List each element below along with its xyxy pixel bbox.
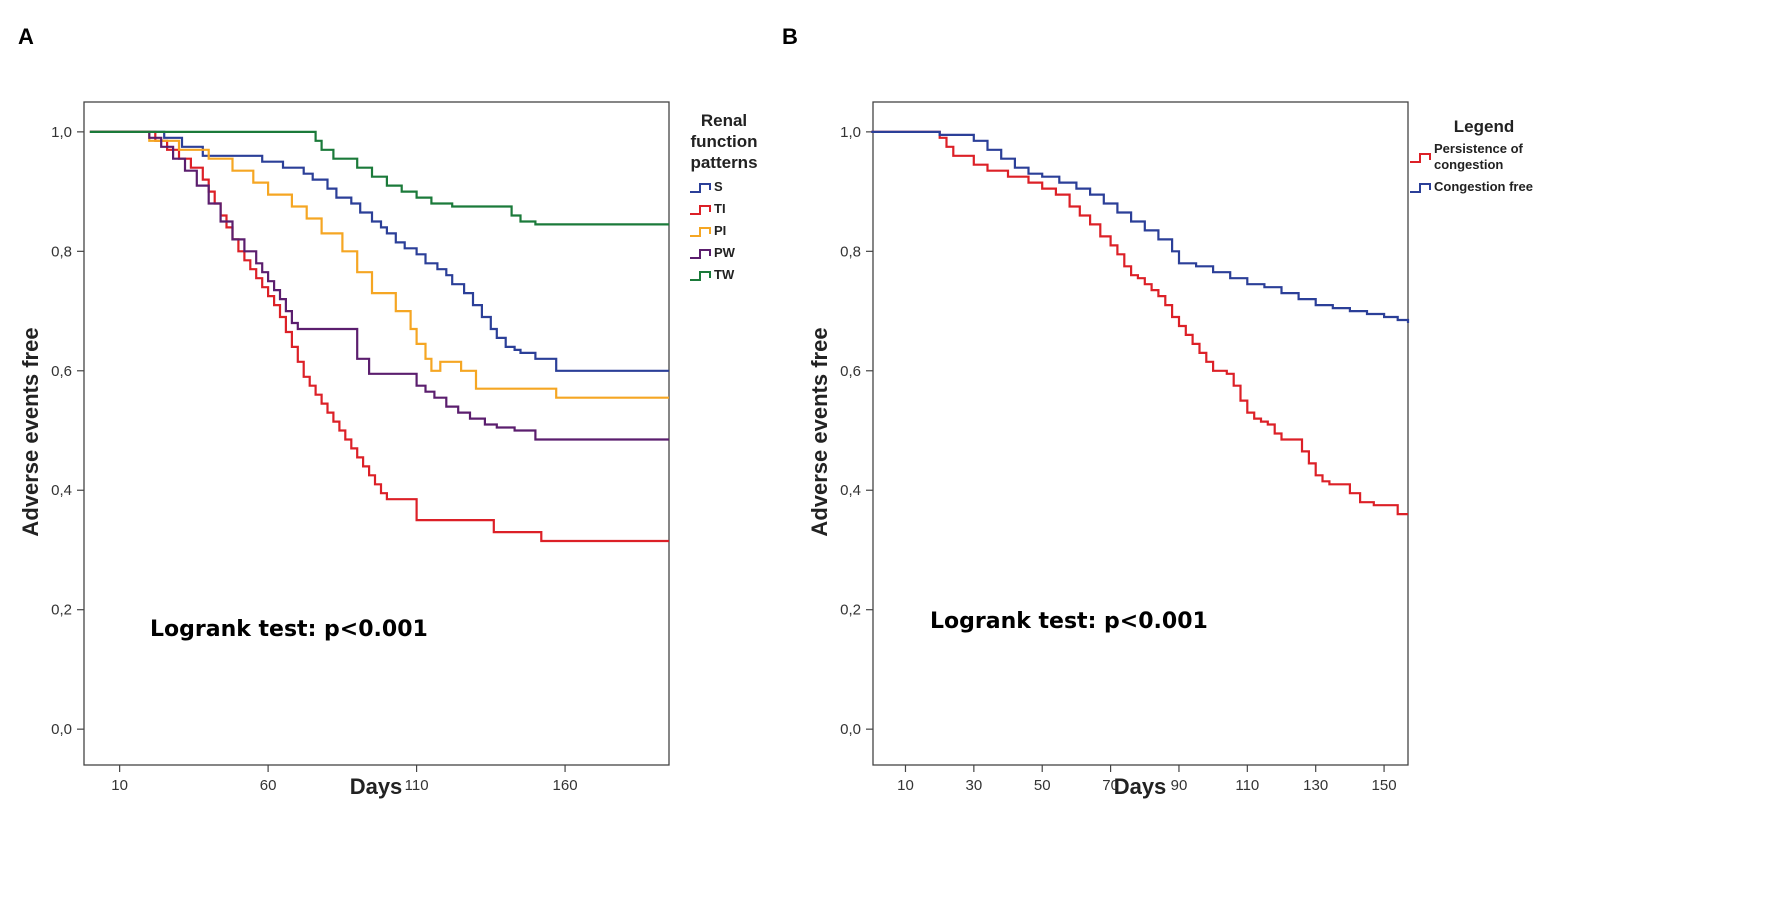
series-line-tw xyxy=(89,130,669,226)
legend-swatch-ti xyxy=(690,205,711,215)
panel-a-chart: A 10 60 110 160 0,0 0,2 0,4 0,6 0,8 1,0 Adverse … xyxy=(18,24,758,799)
panel-b-ytick-label: 1,0 xyxy=(840,124,861,141)
legend-label-pw: PW xyxy=(714,245,736,260)
panel-b-ylabel: Adverse events free xyxy=(807,327,832,536)
panel-a-logrank-annotation: Logrank test: p<0.001 xyxy=(150,617,428,642)
panel-b-ytick-label: 0,2 xyxy=(840,602,861,619)
panel-b-xtick-label: 50 xyxy=(1034,777,1051,794)
panel-a-xtick-label: 160 xyxy=(553,777,578,794)
panel-a-legend: Renal function patterns S TI PI PW TW xyxy=(690,111,758,282)
series-line-s xyxy=(89,130,669,372)
panel-a-ytick-label: 0,8 xyxy=(51,243,72,260)
series-line-ti xyxy=(89,130,669,543)
legend-label-congestion-free: Congestion free xyxy=(1434,179,1533,194)
panel-b-xtick-label: 130 xyxy=(1303,777,1328,794)
legend-swatch-pi xyxy=(690,227,711,237)
panel-b-xtick-label: 10 xyxy=(897,777,914,794)
panel-a-legend-entries: S TI PI PW TW xyxy=(690,179,736,282)
panel-a-ylabel: Adverse events free xyxy=(18,327,43,536)
legend-label-tw: TW xyxy=(714,267,735,282)
panel-b-series xyxy=(871,130,1410,516)
panel-b-label: B xyxy=(782,24,798,49)
panel-a-series xyxy=(89,130,669,543)
legend-b-title: Legend xyxy=(1454,117,1514,136)
panel-b-plot-frame xyxy=(872,101,1409,766)
legend-label-pi: PI xyxy=(714,223,726,238)
legend-label-s: S xyxy=(714,179,723,194)
panel-b-xtick-label: 70 xyxy=(1102,777,1119,794)
legend-a-title-line-3: patterns xyxy=(690,153,757,172)
series-line-pi xyxy=(89,130,669,399)
panel-a-x-ticks: 10 60 110 160 xyxy=(111,765,578,794)
panel-a-ytick-label: 0,0 xyxy=(51,721,72,738)
panel-a-ytick-label: 1,0 xyxy=(51,124,72,141)
panel-b-x-ticks: 10 30 50 70 90 110 130 150 xyxy=(897,765,1397,794)
legend-swatch-congestion-free xyxy=(1410,183,1431,193)
series-line-persistence-of-congestion xyxy=(871,130,1408,516)
legend-label-persistence-of-congestion: congestion xyxy=(1434,157,1503,172)
panel-a-y-ticks: 0,0 0,2 0,4 0,6 0,8 1,0 xyxy=(51,124,84,738)
panel-b-xlabel: Days xyxy=(1114,774,1167,799)
legend-swatch-s xyxy=(690,183,711,193)
panel-b-ytick-label: 0,6 xyxy=(840,363,861,380)
panel-a-xlabel: Days xyxy=(350,774,403,799)
panel-b-logrank-annotation: Logrank test: p<0.001 xyxy=(930,609,1208,634)
panel-a-label: A xyxy=(18,24,34,49)
legend-swatch-persistence-of-congestion xyxy=(1410,153,1431,163)
panel-b-xtick-label: 150 xyxy=(1372,777,1397,794)
legend-label-persistence-of-congestion: Persistence of xyxy=(1434,141,1524,156)
panel-b-y-ticks: 0,0 0,2 0,4 0,6 0,8 1,0 xyxy=(840,124,873,738)
panel-b-ytick-label: 0,0 xyxy=(840,721,861,738)
panel-b-xtick-label: 30 xyxy=(966,777,983,794)
legend-swatch-tw xyxy=(690,271,711,281)
panel-a-ytick-label: 0,4 xyxy=(51,482,72,499)
panel-b-ytick-label: 0,4 xyxy=(840,482,861,499)
legend-a-title-line-2: function xyxy=(690,132,757,151)
legend-swatch-pw xyxy=(690,249,711,259)
panel-b-xtick-label: 90 xyxy=(1171,777,1188,794)
legend-label-ti: TI xyxy=(714,201,726,216)
panel-b-ytick-label: 0,8 xyxy=(840,243,861,260)
panel-a-ytick-label: 0,2 xyxy=(51,602,72,619)
panel-a-plot-frame xyxy=(83,101,670,766)
series-line-congestion-free xyxy=(871,130,1410,323)
legend-a-title-line-1: Renal xyxy=(701,111,747,130)
panel-a-ytick-label: 0,6 xyxy=(51,363,72,380)
panel-b-chart: B 10 30 50 70 90 110 130 150 0,0 0,2 0,4 0,6 0,8 1,0… xyxy=(782,24,1533,799)
panel-a-xtick-label: 10 xyxy=(111,777,128,794)
panel-a-xtick-label: 110 xyxy=(405,777,429,794)
series-line-pw xyxy=(89,130,669,441)
panel-b-xtick-label: 110 xyxy=(1235,777,1259,794)
panel-a-xtick-label: 60 xyxy=(260,777,277,794)
